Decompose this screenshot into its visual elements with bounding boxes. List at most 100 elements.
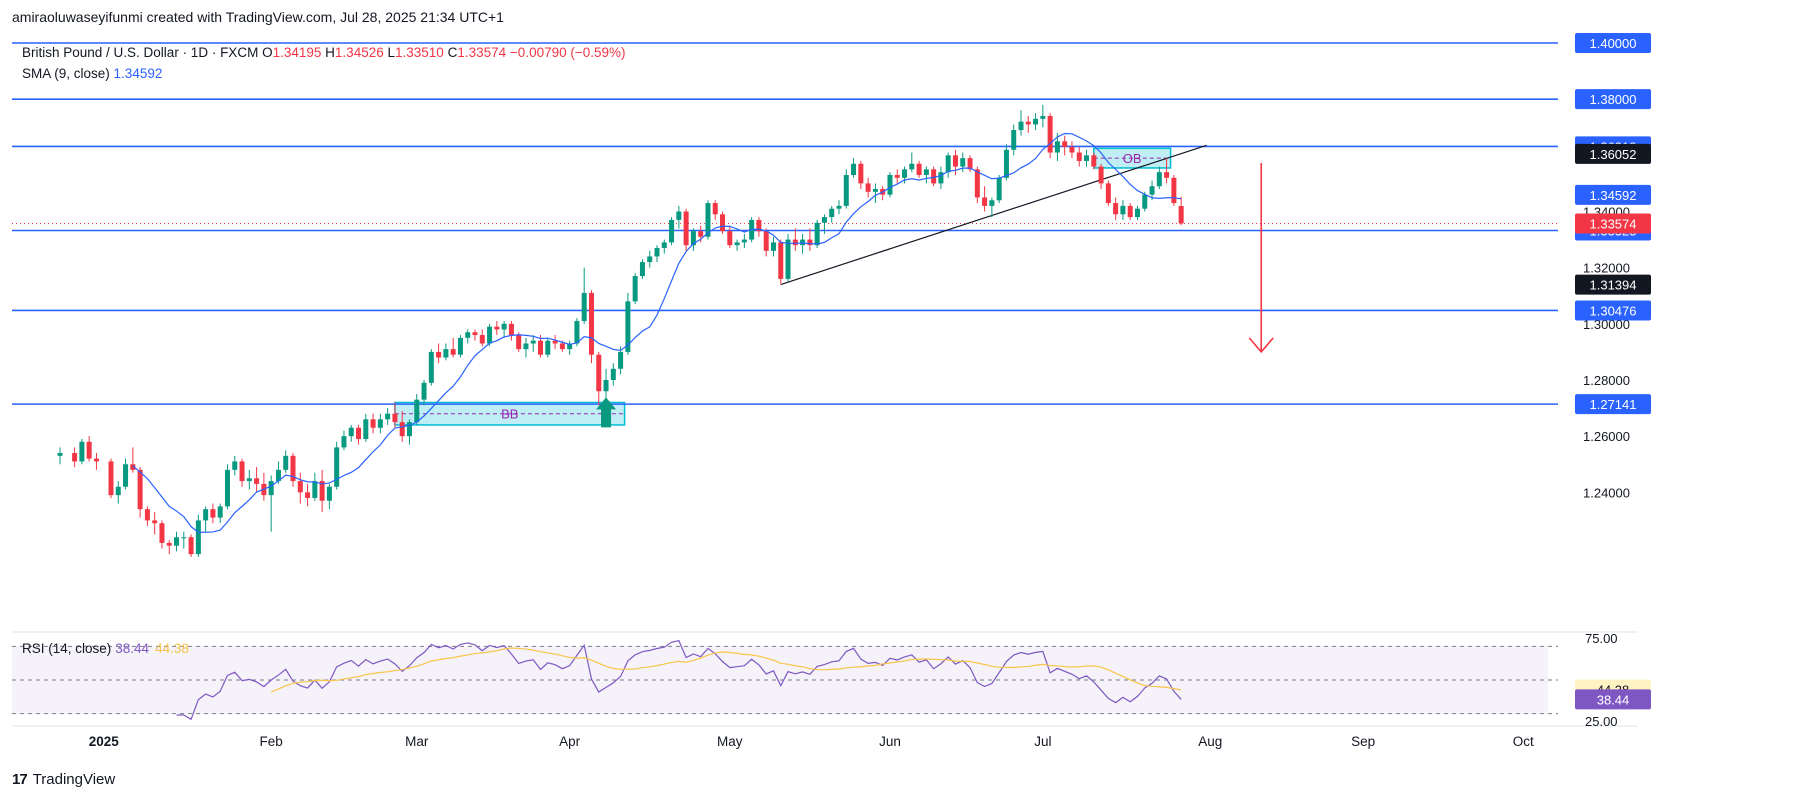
candle-body xyxy=(319,481,325,501)
level-price-tag: 1.40000 xyxy=(1590,36,1637,51)
candle-body xyxy=(508,323,514,336)
candle-body xyxy=(137,469,143,510)
buy-arrow-icon xyxy=(596,397,617,428)
rsi-legend: RSI (14, close) 38.44 44.38 xyxy=(22,641,189,656)
candle-body xyxy=(1047,116,1053,153)
candle-body xyxy=(377,419,383,428)
candle-body xyxy=(305,492,311,498)
candle-body xyxy=(210,509,216,518)
ohlc-high-label: H xyxy=(325,45,335,60)
candle-body xyxy=(821,217,827,223)
candle-body xyxy=(443,349,449,358)
candle-body xyxy=(683,211,689,246)
candle-body xyxy=(829,208,835,218)
candle-body xyxy=(945,155,951,173)
candle-body xyxy=(938,172,944,184)
candle-body xyxy=(479,335,485,344)
time-axis-tick: Sep xyxy=(1351,734,1375,749)
candle-body xyxy=(647,256,653,263)
candle-body xyxy=(297,481,303,493)
ohlc-open-label: O xyxy=(262,45,273,60)
candle-body xyxy=(370,419,376,428)
symbol-legend: British Pound / U.S. Dollar · 1D · FXCM … xyxy=(22,45,626,60)
sma-line xyxy=(132,132,1182,533)
rsi-value-tag-bg xyxy=(1575,689,1651,710)
candle-body xyxy=(290,455,296,482)
rsi-axis-tick: 75.00 xyxy=(1585,631,1618,646)
level-price-tag-bg xyxy=(1575,394,1651,415)
candle-body xyxy=(1120,205,1126,215)
candle-body xyxy=(952,155,958,167)
level-price-tag: 1.38000 xyxy=(1590,92,1637,107)
price-tag-bg xyxy=(1575,213,1651,234)
candle-body xyxy=(1018,121,1024,131)
candle-body xyxy=(851,163,857,175)
candle-body xyxy=(698,231,704,237)
candle-body xyxy=(727,231,733,246)
candle-body xyxy=(654,248,660,257)
candle-body xyxy=(1033,118,1039,125)
trendline xyxy=(780,144,1207,286)
time-axis-tick: Apr xyxy=(559,734,581,749)
candle-body xyxy=(79,441,85,462)
candle-body xyxy=(86,441,92,459)
candle-body xyxy=(603,380,609,392)
candle-body xyxy=(1098,166,1104,184)
rsi-ma-line xyxy=(270,647,1182,693)
candle-body xyxy=(923,169,929,175)
time-axis-tick: Jul xyxy=(1034,734,1051,749)
candle-body xyxy=(814,222,820,246)
candle-body xyxy=(1113,203,1119,215)
time-axis-tick: 2025 xyxy=(89,734,120,749)
candle-body xyxy=(523,343,529,350)
candle-body xyxy=(1011,130,1017,150)
zone-label-bb: BB xyxy=(501,407,518,422)
candle-body xyxy=(800,239,806,246)
sma-legend: SMA (9, close) 1.34592 xyxy=(22,66,162,81)
candle-body xyxy=(916,163,922,175)
candle-body xyxy=(283,455,289,470)
candle-body xyxy=(843,174,849,206)
candle-body xyxy=(385,413,391,420)
candle-body xyxy=(996,177,1002,201)
candle-body xyxy=(494,326,500,330)
candle-body xyxy=(1171,177,1177,204)
candle-body xyxy=(661,242,667,249)
candle-body xyxy=(734,242,740,246)
rsi-ma-value: 44.38 xyxy=(155,641,189,656)
ohlc-high: 1.34526 xyxy=(334,45,384,60)
rsi-value: 38.44 xyxy=(115,641,150,656)
candle-body xyxy=(1003,149,1009,178)
candle-body xyxy=(1069,146,1075,153)
candle-body xyxy=(268,481,274,496)
candle-body xyxy=(960,158,966,167)
candle-body xyxy=(632,276,638,302)
ohlc-close: 1.33574 xyxy=(457,45,507,60)
candle-body xyxy=(232,461,238,470)
candle-body xyxy=(450,349,456,355)
time-axis-tick: Mar xyxy=(405,734,429,749)
candle-body xyxy=(858,163,864,184)
candle-body xyxy=(159,523,165,543)
candle-body xyxy=(195,520,201,555)
candle-body xyxy=(865,183,871,192)
candle-body xyxy=(741,239,747,243)
candle-body xyxy=(982,197,988,206)
candle-body xyxy=(1054,141,1060,153)
candle-body xyxy=(188,537,194,555)
candle-body xyxy=(246,478,252,482)
candle-body xyxy=(152,520,158,524)
candle-body xyxy=(1149,186,1155,195)
time-axis-tick: Jun xyxy=(879,734,901,749)
sma-label: SMA (9, close) xyxy=(22,66,110,81)
candle-body xyxy=(428,351,434,383)
candle-body xyxy=(93,458,99,462)
candle-body xyxy=(203,509,209,521)
candle-body xyxy=(57,453,63,456)
candle-body xyxy=(130,464,136,470)
candle-body xyxy=(887,174,893,195)
footer-brand[interactable]: 17 TradingView xyxy=(12,771,115,788)
price-tag: 1.34592 xyxy=(1590,188,1637,203)
candle-body xyxy=(770,242,776,251)
